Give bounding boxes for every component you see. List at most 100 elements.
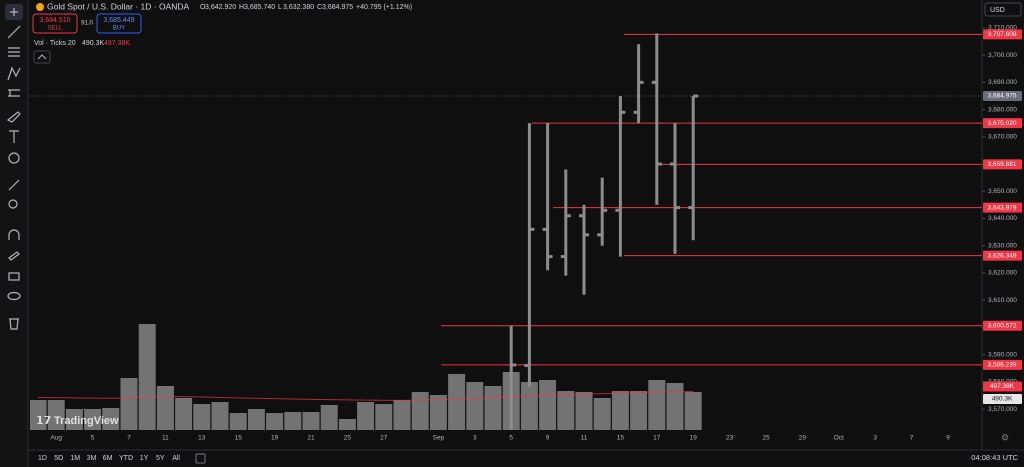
volume-bar: [84, 408, 102, 430]
volume-bar: [630, 391, 648, 430]
y-tick-label: 3,680.000: [988, 106, 1017, 113]
symbol-title: Gold Spot / U.S. Dollar · 1D · OANDA: [47, 1, 190, 11]
y-tick-label: 3,690.000: [988, 79, 1017, 86]
timeframe-button[interactable]: All: [172, 455, 180, 462]
date-range-button[interactable]: [195, 453, 206, 464]
volume-value: 490.3K: [82, 40, 105, 47]
last-price-tag: [983, 91, 1022, 102]
buy-label: BUY: [113, 26, 125, 32]
timeframe-button[interactable]: 1Y: [140, 455, 149, 462]
x-tick-label: 3: [873, 435, 877, 442]
sell-button[interactable]: [32, 13, 78, 34]
volume-bar: [593, 397, 611, 430]
volume-name: Vol · Ticks 20: [34, 40, 76, 47]
ohlc-value: 3,684.975: [322, 4, 353, 11]
x-tick-label: 3: [473, 435, 477, 442]
level-label: 3,600.572: [988, 323, 1017, 330]
lock-tool[interactable]: [8, 272, 20, 281]
volume-bar: [575, 392, 593, 430]
stay-drawing[interactable]: [8, 251, 20, 261]
volume-bar: [229, 413, 247, 430]
last-price-label: 3,684.975: [988, 93, 1017, 100]
volume-bar: [448, 373, 466, 430]
clock: 04:08:43 UTC: [971, 453, 1018, 462]
level-tag: [983, 159, 1022, 170]
ohlc-label: L: [278, 4, 282, 11]
hide-tool[interactable]: [7, 291, 21, 301]
ohlc-legend: O 3,642.920 H 3,685.740 L 3,632.380 C 3,684.975…: [200, 4, 412, 11]
buy-button[interactable]: [96, 13, 142, 34]
text-tool[interactable]: [9, 130, 19, 143]
volume-bar: [648, 380, 666, 430]
level-tag: [983, 320, 1022, 331]
x-tick-label: 7: [910, 435, 914, 442]
ohlc-label: C: [317, 4, 322, 11]
y-tick-label: 3,640.000: [988, 215, 1017, 222]
volume-bar: [539, 380, 557, 430]
volume-bar: [393, 400, 411, 430]
volume-bar: [429, 394, 447, 430]
volume-bar: [175, 397, 193, 430]
currency-button[interactable]: [984, 2, 1022, 17]
delete-tool[interactable]: [9, 318, 19, 330]
volume-ma-tag: [983, 381, 1022, 392]
sell-label: SELL: [48, 26, 63, 32]
ruler-tool[interactable]: [8, 179, 20, 191]
x-tick-label: 7: [127, 435, 131, 442]
trend-line[interactable]: [7, 25, 21, 39]
x-tick-label: 27: [380, 435, 388, 442]
timeframe-button[interactable]: 1M: [70, 455, 80, 462]
projection-tool[interactable]: [8, 89, 20, 97]
volume-bar: [284, 412, 302, 430]
settings-icon[interactable]: ⚙: [1001, 432, 1009, 442]
timeframe-button[interactable]: 5D: [54, 455, 63, 462]
crosshair[interactable]: [10, 8, 18, 16]
x-tick-label: 11: [581, 435, 588, 442]
icon-tool[interactable]: [8, 152, 20, 164]
x-tick-label: 21: [307, 435, 315, 442]
volume-bar: [247, 408, 265, 430]
volume-bar: [466, 382, 484, 430]
volume-bar: [520, 382, 538, 430]
y-tick-label: 3,620.000: [988, 270, 1017, 277]
volume-bar: [120, 377, 138, 430]
y-tick-label: 3,700.000: [988, 52, 1017, 59]
volume-bar: [102, 407, 120, 430]
x-tick-label: 23: [726, 435, 734, 442]
ohlc-value: 3,685.740: [244, 4, 275, 11]
x-tick-label: 29: [799, 435, 807, 442]
timeframes: 1D 5D 1M 3M 6M YTD 1Y 5Y All: [38, 455, 180, 462]
collapse-button[interactable]: [33, 50, 51, 64]
logo-mark: 𝟭𝟳: [36, 415, 51, 427]
logo: TradingView: [54, 415, 119, 427]
axes: 3,570.0003,580.0003,590.0003,600.0003,61…: [50, 25, 1022, 442]
volume-bar: [193, 404, 211, 430]
y-tick-label: 3,630.000: [988, 242, 1017, 249]
fib-tool[interactable]: [8, 47, 20, 57]
volume-bar: [484, 385, 502, 430]
volume-tag: [983, 393, 1022, 404]
volume-ma-value: 497.38K: [104, 40, 130, 47]
timeframe-button[interactable]: 6M: [103, 455, 113, 462]
level-label: 3,626.349: [988, 252, 1017, 259]
level-tag: [983, 29, 1022, 40]
pattern-tool[interactable]: [7, 66, 21, 81]
volume-bar: [302, 412, 320, 430]
timeframe-button[interactable]: 5Y: [156, 455, 165, 462]
timeframe-button[interactable]: YTD: [119, 455, 133, 462]
zoom-tool[interactable]: [8, 199, 18, 209]
spread: 91.0: [81, 21, 93, 27]
volume-bar: [138, 323, 156, 430]
timeframe-button[interactable]: 3M: [87, 455, 97, 462]
level-label: 3,643.979: [988, 204, 1017, 211]
ohlc-label: O: [200, 4, 206, 11]
volume-ma-line: [37, 390, 694, 401]
brush-tool[interactable]: [6, 111, 21, 123]
symbol-icon: [36, 3, 44, 11]
volume-bar: [211, 402, 229, 430]
volume-ma-label: 497.38K: [990, 383, 1015, 390]
collapse-icon: [37, 54, 47, 60]
x-tick-label: 5: [509, 435, 513, 442]
timeframe-button[interactable]: 1D: [38, 455, 47, 462]
magnet-tool[interactable]: [8, 229, 20, 240]
